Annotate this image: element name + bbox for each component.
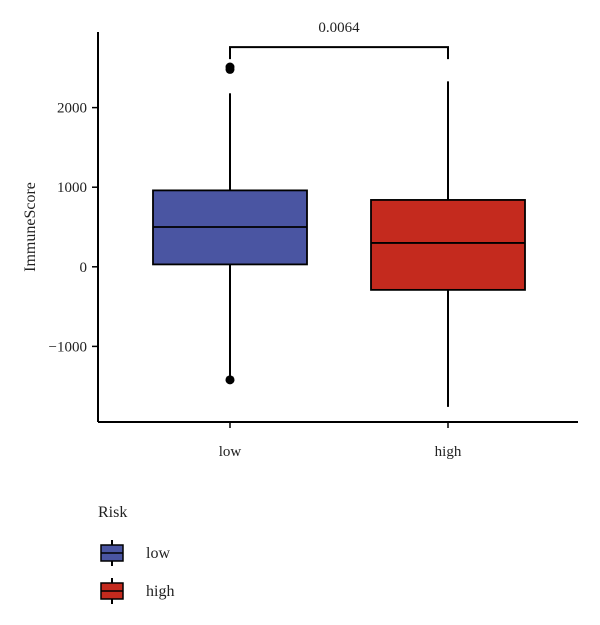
legend-entry-high: high [100,578,174,604]
y-tick-label: 2000 [57,101,87,117]
box-low [152,62,308,385]
legend: Risk low high [98,504,174,604]
outlier-point [225,62,235,72]
legend-title: Risk [98,504,127,521]
boxes [152,62,526,407]
comparison-bracket [229,46,449,60]
x-tick-label: low [219,444,242,460]
legend-label: high [146,583,174,600]
axes: 2000 1000 0 −1000 low high ImmuneScore [22,32,578,460]
box-body [370,199,526,291]
y-axis-title: ImmuneScore [22,182,39,272]
box-high [370,81,526,407]
legend-label: low [146,545,170,562]
y-tick-label: 0 [80,260,88,276]
y-tick-label: 1000 [57,180,87,196]
comparison-annotation: 0.0064 [229,20,449,60]
legend-entry-low: low [100,540,170,566]
outlier-point [225,375,235,385]
y-tick-label: −1000 [49,339,87,355]
p-value-label: 0.0064 [318,20,360,36]
x-tick-label: high [435,444,462,460]
